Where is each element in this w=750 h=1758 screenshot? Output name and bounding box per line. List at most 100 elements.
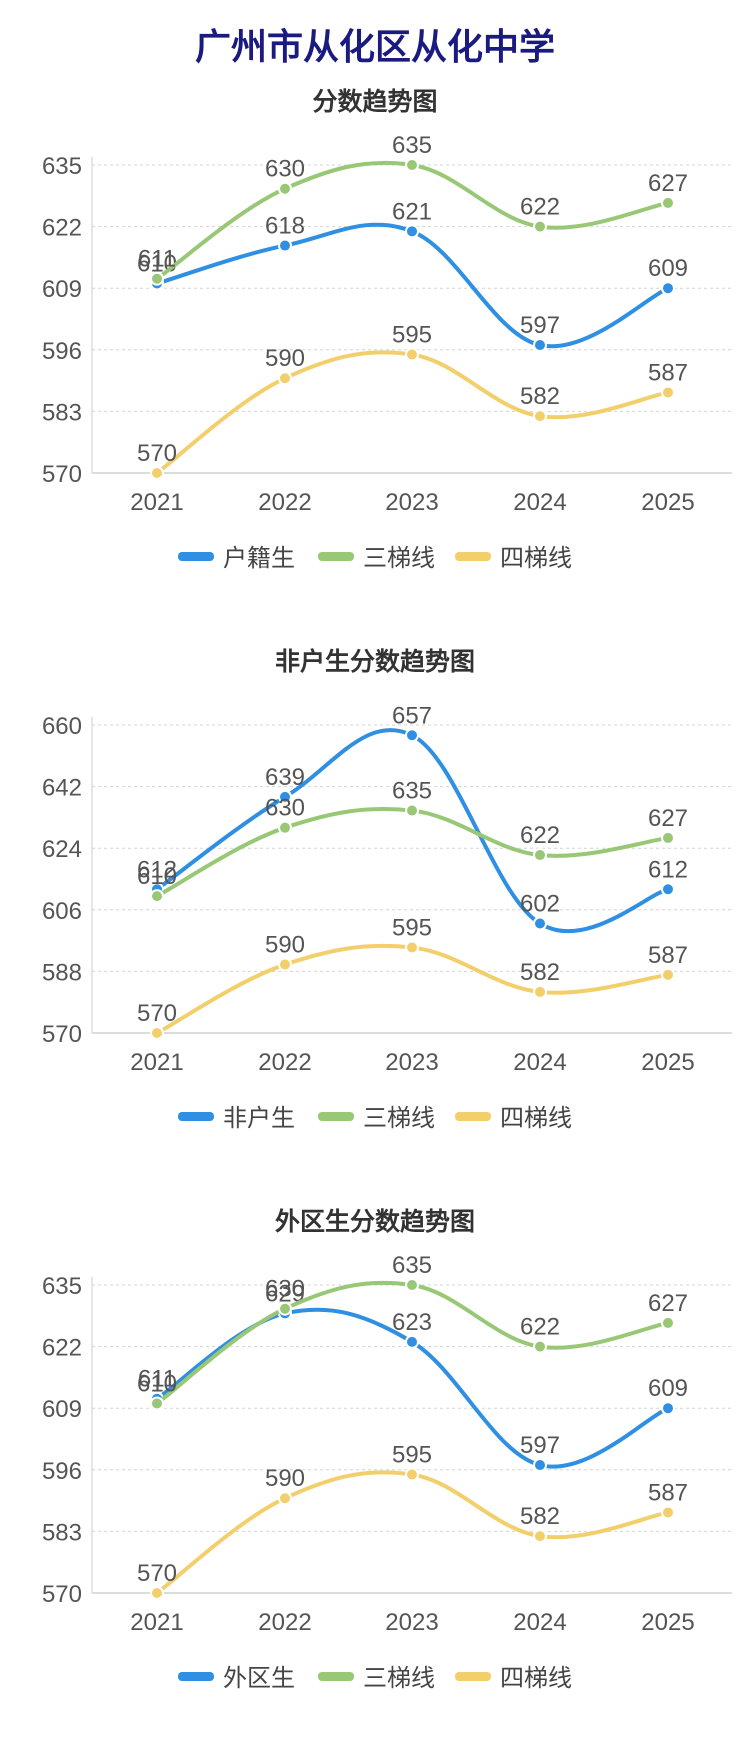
data-label: 602 xyxy=(520,890,560,917)
data-label: 590 xyxy=(265,1465,305,1492)
data-point xyxy=(278,181,292,196)
data-label: 582 xyxy=(520,959,560,986)
data-label: 595 xyxy=(392,1442,432,1469)
y-tick-label: 570 xyxy=(42,1581,82,1608)
data-label: 639 xyxy=(265,764,305,791)
y-tick-label: 642 xyxy=(42,775,82,802)
legend-label: 四梯线 xyxy=(500,1104,572,1132)
legend-label: 外区生 xyxy=(223,1664,295,1692)
data-label: 570 xyxy=(137,1000,177,1027)
data-point xyxy=(661,1401,675,1416)
y-tick-label: 609 xyxy=(42,1396,82,1423)
data-point xyxy=(533,916,547,931)
x-tick-label: 2023 xyxy=(385,1609,438,1636)
y-tick-label: 583 xyxy=(42,1519,82,1546)
data-point xyxy=(150,1396,164,1411)
y-tick-label: 596 xyxy=(42,1458,82,1485)
y-tick-label: 596 xyxy=(42,338,82,365)
data-point xyxy=(405,158,419,172)
data-point xyxy=(661,1315,675,1330)
data-label: 597 xyxy=(520,1432,560,1459)
data-point xyxy=(661,281,675,296)
x-tick-label: 2025 xyxy=(641,1609,694,1636)
data-point xyxy=(533,1529,547,1544)
data-point xyxy=(405,1278,419,1292)
data-point xyxy=(278,1491,292,1506)
data-label: 618 xyxy=(265,213,305,240)
data-label: 622 xyxy=(520,194,560,221)
legend-swatch xyxy=(178,1112,214,1121)
data-point xyxy=(405,1334,419,1349)
data-label: 630 xyxy=(265,1276,305,1303)
data-point xyxy=(533,1339,547,1354)
data-label: 635 xyxy=(392,132,432,159)
legend-label: 三梯线 xyxy=(363,544,435,572)
data-point xyxy=(661,967,675,982)
y-tick-label: 609 xyxy=(42,276,82,303)
data-point xyxy=(661,385,675,400)
data-label: 597 xyxy=(520,312,560,339)
data-label: 657 xyxy=(392,702,432,729)
data-label: 627 xyxy=(648,170,688,197)
y-tick-label: 635 xyxy=(42,153,82,180)
chart-title: 非户生分数趋势图 xyxy=(275,647,475,676)
data-point xyxy=(150,1026,164,1040)
x-tick-label: 2021 xyxy=(130,1049,183,1076)
chart-score-trend: 分数趋势图 570 583 596 609 622 635 2021 2022 2023 2024 2… xyxy=(42,87,732,572)
data-point xyxy=(278,789,292,804)
data-label: 623 xyxy=(392,1309,432,1336)
data-point xyxy=(278,820,292,835)
x-tick-label: 2024 xyxy=(513,489,566,516)
data-label: 630 xyxy=(265,795,305,822)
data-label: 611 xyxy=(138,1366,176,1393)
y-tick-label: 635 xyxy=(42,1273,82,1300)
data-label: 582 xyxy=(520,383,560,410)
data-point xyxy=(405,347,419,362)
data-label: 610 xyxy=(137,863,177,890)
data-label: 609 xyxy=(648,1375,688,1402)
data-label: 627 xyxy=(648,1290,688,1317)
legend-label: 非户生 xyxy=(223,1104,295,1132)
data-label: 635 xyxy=(392,778,432,805)
series-line xyxy=(155,350,670,475)
data-point xyxy=(278,371,292,386)
data-point xyxy=(278,1301,292,1316)
data-point xyxy=(533,848,547,863)
data-label: 587 xyxy=(648,359,688,386)
page-title: 广州市从化区从化中学 xyxy=(194,27,555,68)
data-label: 595 xyxy=(392,914,432,941)
legend-label: 四梯线 xyxy=(500,544,572,572)
x-tick-label: 2025 xyxy=(641,1049,694,1076)
legend-swatch xyxy=(318,1672,354,1681)
y-tick-label: 588 xyxy=(42,959,82,986)
x-tick-label: 2022 xyxy=(258,1049,311,1076)
y-tick-label: 622 xyxy=(42,1335,82,1362)
data-point xyxy=(405,728,419,743)
data-point xyxy=(661,830,675,845)
data-point xyxy=(661,195,675,210)
x-tick-label: 2021 xyxy=(130,1609,183,1636)
legend-swatch xyxy=(178,1672,214,1681)
data-point xyxy=(150,271,164,286)
data-label: 622 xyxy=(520,822,560,849)
chart-title: 外区生分数趋势图 xyxy=(275,1207,475,1236)
data-label: 590 xyxy=(265,932,305,959)
data-label: 610 xyxy=(137,1370,177,1397)
data-point xyxy=(533,219,547,234)
data-label: 582 xyxy=(520,1503,560,1530)
y-tick-label: 570 xyxy=(42,1021,82,1048)
data-point xyxy=(661,1505,675,1520)
chart-out-of-district-score-trend: 外区生分数趋势图 570 583 596 609 622 635 2021 2022 2023 20… xyxy=(42,1207,732,1692)
data-point xyxy=(150,1586,164,1600)
data-point xyxy=(533,1458,547,1473)
data-label: 627 xyxy=(648,805,688,832)
data-point xyxy=(278,957,292,972)
legend-swatch xyxy=(455,1112,491,1121)
y-tick-label: 583 xyxy=(42,399,82,426)
data-label: 635 xyxy=(392,1252,432,1279)
data-label: 570 xyxy=(137,1560,177,1587)
legend-swatch xyxy=(455,552,491,561)
data-point xyxy=(405,803,419,818)
data-point xyxy=(405,224,419,239)
series-line xyxy=(155,806,670,899)
